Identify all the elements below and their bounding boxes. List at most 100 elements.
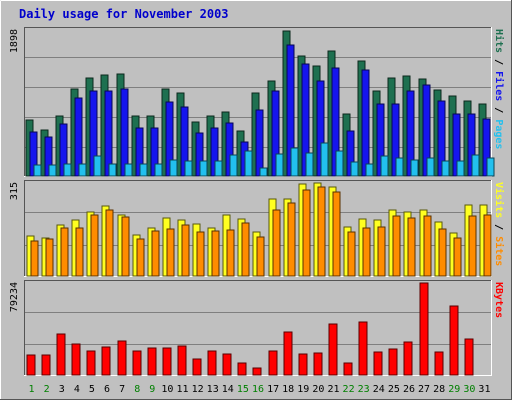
bar-pages: [395, 157, 404, 177]
bar-pages: [471, 154, 480, 177]
bar-sites: [392, 215, 401, 277]
panel-kbytes: 79234 KBytes: [9, 280, 504, 376]
legend-item: Pages: [493, 119, 504, 149]
bar-pages: [441, 160, 450, 177]
bar-kbytes: [207, 350, 217, 376]
legend-item: /: [493, 101, 504, 119]
bar-sites: [181, 224, 190, 277]
bar-pages: [93, 155, 102, 177]
day-label: 12: [192, 384, 204, 395]
bar-kbytes: [86, 350, 96, 376]
day-label: 31: [478, 384, 490, 395]
day-label: 1: [29, 384, 35, 395]
day-label: 8: [134, 384, 140, 395]
bar-kbytes: [132, 350, 142, 376]
legend-item: /: [493, 218, 504, 236]
day-label: 16: [252, 384, 264, 395]
bar-kbytes: [56, 333, 66, 376]
bar-sites: [60, 227, 69, 277]
day-label: 6: [104, 384, 110, 395]
bar-sites: [151, 230, 160, 277]
bar-kbytes: [162, 347, 172, 376]
bar-kbytes: [373, 351, 383, 376]
bar-sites: [241, 222, 250, 277]
day-label: 25: [388, 384, 400, 395]
day-label: 30: [463, 384, 475, 395]
bar-sites: [438, 228, 447, 277]
day-label: 19: [297, 384, 309, 395]
bar-kbytes: [268, 350, 278, 376]
bar-kbytes: [434, 351, 444, 376]
bar-kbytes: [464, 338, 474, 376]
bar-kbytes: [117, 340, 127, 376]
day-label: 3: [59, 384, 65, 395]
panel-visits: 315 Visits / Sites: [9, 180, 505, 277]
day-label: 26: [403, 384, 415, 395]
bar-kbytes: [101, 346, 111, 376]
bar-pages: [275, 153, 284, 177]
bar-pages: [350, 161, 359, 177]
bar-sites: [377, 226, 386, 277]
bar-kbytes: [313, 352, 323, 376]
day-label: 5: [89, 384, 95, 395]
day-label: 17: [267, 384, 279, 395]
bar-sites: [121, 216, 130, 277]
bar-kbytes: [298, 353, 308, 376]
day-label: 9: [149, 384, 155, 395]
bar-pages: [305, 152, 314, 177]
bar-pages: [169, 159, 178, 177]
bar-pages: [124, 163, 133, 177]
bar-kbytes: [388, 348, 398, 376]
bar-sites: [105, 209, 114, 277]
bar-pages: [365, 163, 374, 177]
bar-kbytes: [283, 331, 293, 376]
legend-item: Visits: [493, 182, 505, 218]
legend-item: Files: [493, 71, 505, 101]
bar-kbytes: [403, 341, 413, 376]
day-label: 4: [74, 384, 80, 395]
day-label: 15: [237, 384, 249, 395]
legend-item: /: [493, 53, 504, 71]
bar-kbytes: [41, 354, 51, 376]
bar-kbytes: [343, 362, 353, 376]
bar-sites: [75, 227, 84, 277]
legend-item: KBytes: [493, 282, 504, 318]
day-label: 29: [448, 384, 460, 395]
bar-files: [104, 90, 113, 177]
bar-sites: [362, 227, 371, 277]
bar-sites: [468, 215, 477, 277]
day-label: 24: [373, 384, 385, 395]
bar-sites: [407, 217, 416, 277]
bar-sites: [211, 230, 220, 277]
bar-pages: [426, 157, 435, 177]
bar-kbytes: [449, 305, 459, 376]
day-label: 2: [44, 384, 50, 395]
bar-sites: [453, 237, 462, 277]
bar-files: [361, 69, 370, 177]
bar-sites: [272, 209, 281, 277]
series-kbytes: [26, 282, 474, 376]
legend-kbytes: KBytes: [493, 282, 504, 318]
day-label: 23: [358, 384, 370, 395]
bar-pages: [486, 157, 495, 177]
bar-pages: [380, 155, 389, 177]
bar-pages: [456, 160, 465, 177]
y-max-label-hits: 1898: [9, 29, 20, 53]
bar-files: [255, 109, 264, 177]
bar-sites: [136, 238, 145, 277]
bar-pages: [320, 142, 329, 177]
bar-pages: [244, 150, 253, 177]
bar-kbytes: [419, 282, 429, 376]
bar-pages: [214, 160, 223, 177]
bar-sites: [332, 191, 341, 277]
bar-pages: [335, 150, 344, 177]
bar-pages: [154, 163, 163, 177]
day-label: 28: [433, 384, 445, 395]
bar-kbytes: [328, 323, 338, 376]
day-label: 13: [207, 384, 219, 395]
day-label: 20: [312, 384, 324, 395]
series-pages: [33, 142, 495, 177]
chart-title: Daily usage for November 2003: [19, 7, 229, 21]
bar-pages: [78, 163, 87, 177]
